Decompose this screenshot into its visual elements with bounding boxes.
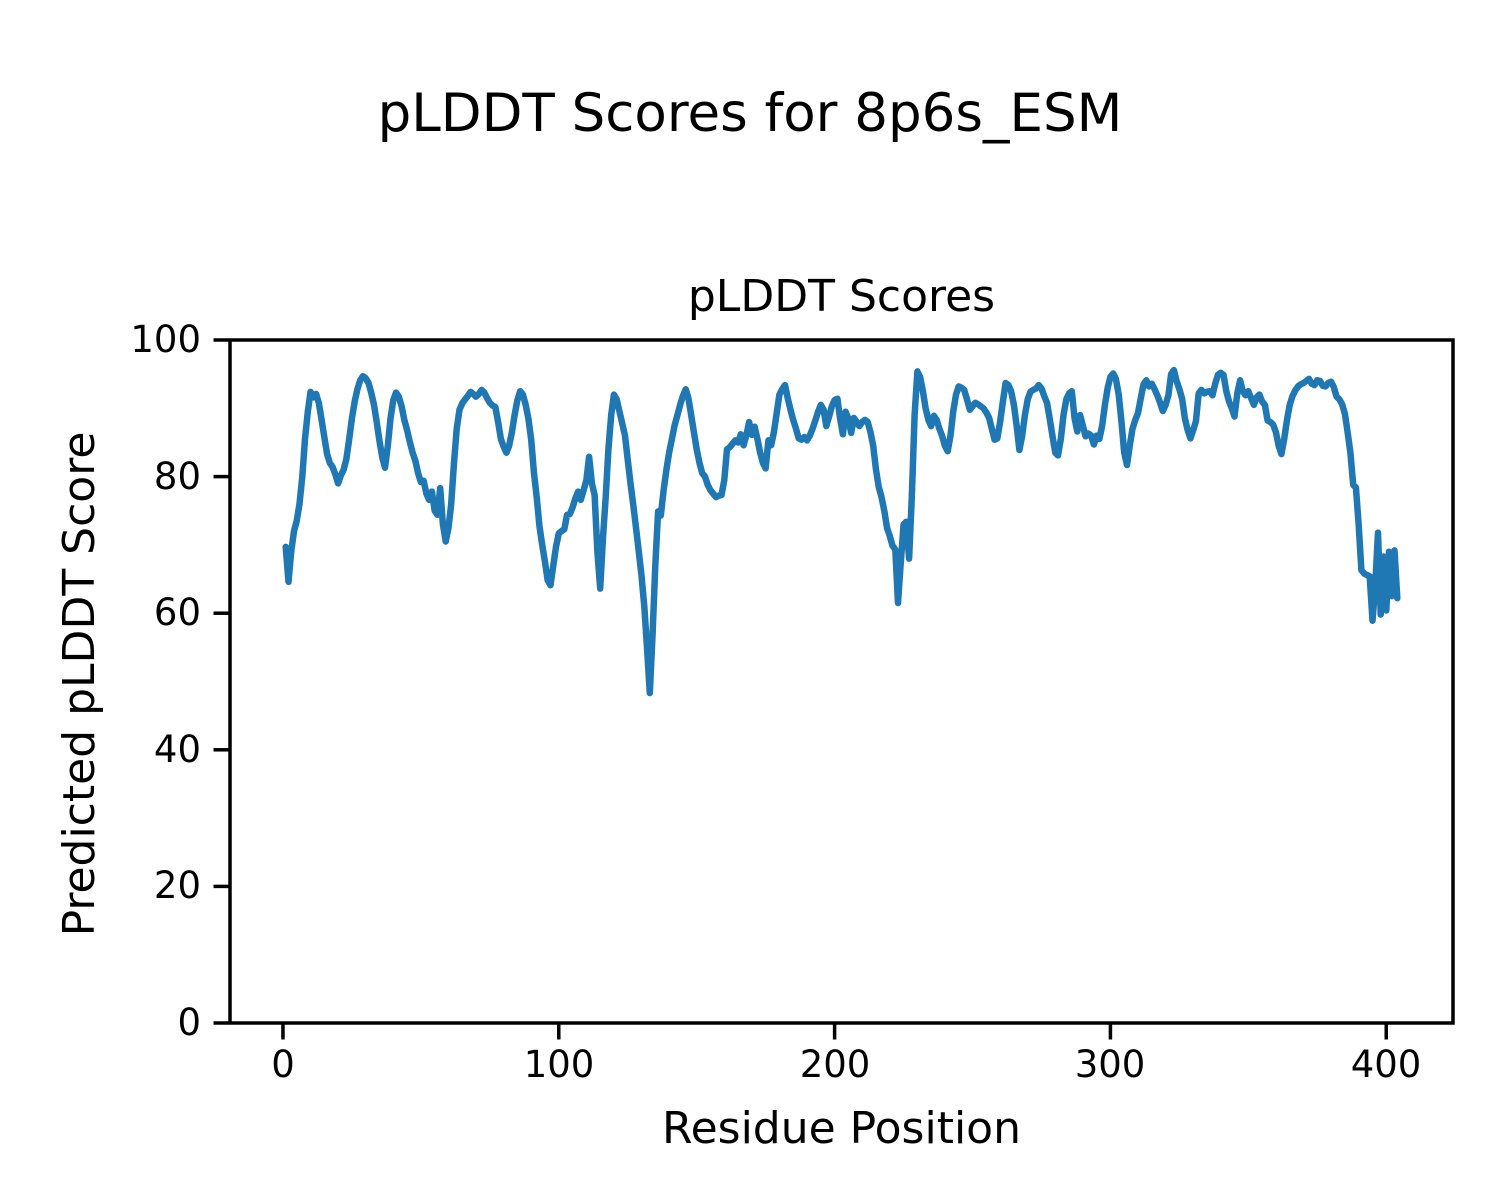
x-tick-label: 100 bbox=[523, 1043, 595, 1086]
y-tick-label: 20 bbox=[153, 864, 201, 907]
y-tick-label: 80 bbox=[153, 455, 201, 498]
x-tick-label: 200 bbox=[799, 1043, 871, 1086]
x-tick-label: 400 bbox=[1350, 1043, 1422, 1086]
x-axis-label: Residue Position bbox=[661, 1103, 1021, 1154]
figure-suptitle: pLDDT Scores for 8p6s_ESM bbox=[377, 83, 1123, 144]
y-tick-label: 100 bbox=[130, 318, 201, 361]
y-tick-label: 60 bbox=[153, 591, 201, 634]
y-tick-label: 40 bbox=[153, 728, 201, 771]
axes-title: pLDDT Scores bbox=[687, 271, 996, 322]
axes-spines bbox=[228, 338, 1455, 1025]
y-tick-label: 0 bbox=[177, 1001, 201, 1044]
plddt-line bbox=[282, 366, 1401, 697]
x-tick-label: 0 bbox=[271, 1043, 295, 1086]
x-tick-label: 300 bbox=[1074, 1043, 1146, 1086]
